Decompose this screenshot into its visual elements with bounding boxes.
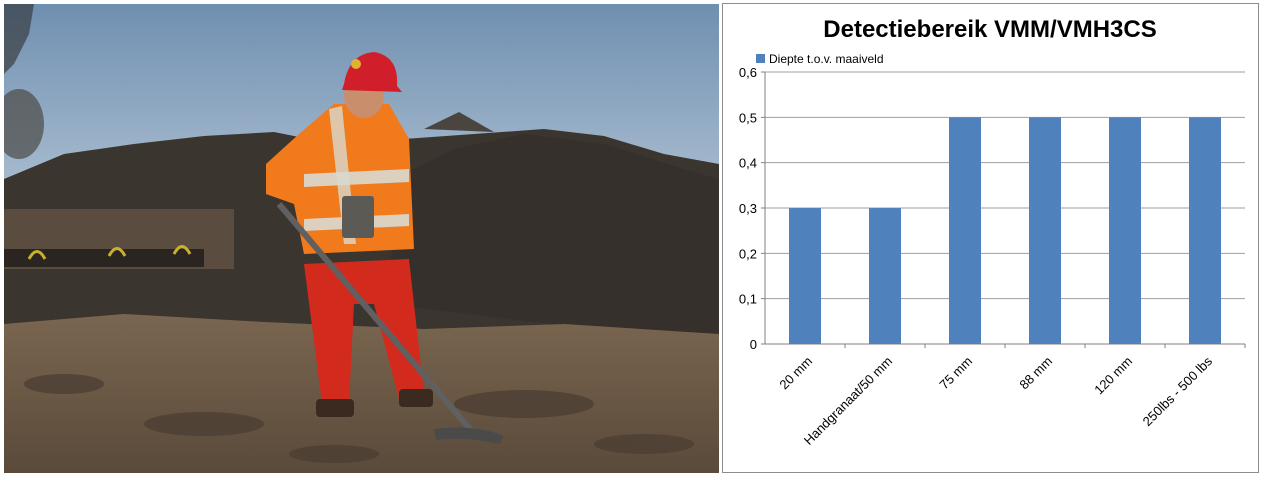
- y-tick-label: 0,2: [739, 246, 757, 261]
- legend-swatch: [756, 54, 765, 63]
- bar-chart: Detectiebereik VMM/VMH3CS Diepte t.o.v. …: [739, 16, 1246, 448]
- bar: [1109, 117, 1141, 344]
- x-tick-label: Handgranaat/50 mm: [801, 354, 895, 448]
- metal-detector-photo: [4, 4, 719, 473]
- x-tick-label: 250lbs - 500 lbs: [1140, 353, 1216, 429]
- y-tick-label: 0: [750, 337, 757, 352]
- y-tick-label: 0,1: [739, 292, 757, 307]
- bars: [789, 117, 1221, 344]
- grid-lines: [765, 71, 1245, 345]
- chart-panel: Detectiebereik VMM/VMH3CS Diepte t.o.v. …: [722, 3, 1259, 473]
- axes: [761, 71, 1246, 348]
- bar: [869, 208, 901, 344]
- x-tick-label: 75 mm: [936, 354, 975, 393]
- y-tick-label: 0,5: [739, 110, 757, 125]
- y-tick-label: 0,3: [739, 201, 757, 216]
- x-tick-label: 120 mm: [1091, 354, 1135, 398]
- chart-title: Detectiebereik VMM/VMH3CS: [823, 16, 1156, 43]
- photo-panel: [4, 4, 719, 473]
- x-tick-label: 88 mm: [1016, 354, 1055, 393]
- x-tick-label: 20 mm: [776, 354, 815, 393]
- worker-figure: [266, 52, 504, 444]
- bar: [789, 208, 821, 344]
- bar: [1029, 117, 1061, 344]
- bar: [1189, 117, 1221, 344]
- y-tick-label: 0,6: [739, 65, 757, 80]
- legend-label: Diepte t.o.v. maaiveld: [769, 52, 884, 66]
- bar: [949, 117, 981, 344]
- y-tick-labels: 0 0,1 0,2 0,3 0,4 0,5 0,6: [739, 65, 757, 352]
- y-tick-label: 0,4: [739, 156, 757, 171]
